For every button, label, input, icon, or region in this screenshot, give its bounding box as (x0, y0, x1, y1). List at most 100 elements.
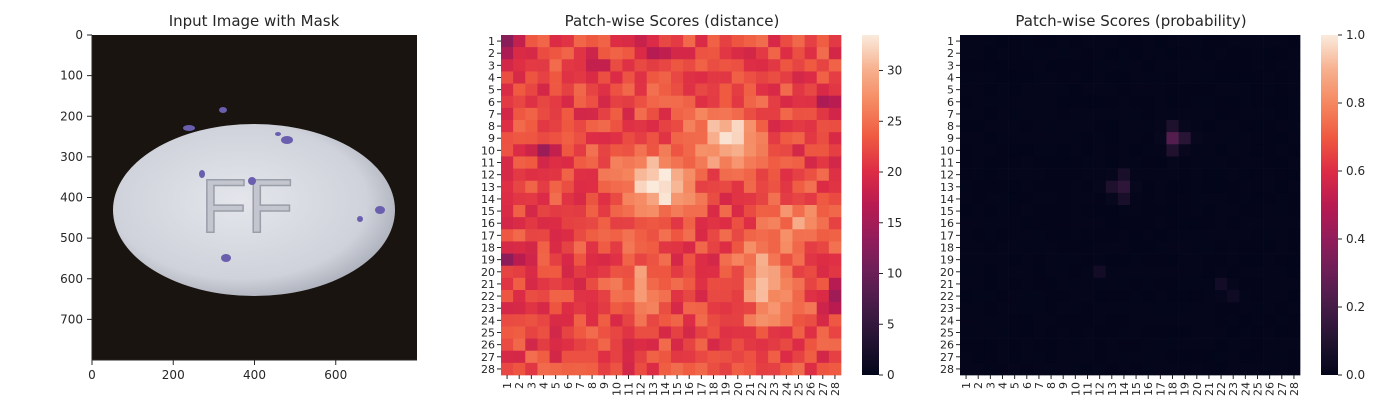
heatmap-cell (1069, 156, 1082, 169)
heatmap-cell (610, 107, 623, 121)
heatmap-cell (598, 95, 611, 109)
heatmap-cell (598, 180, 611, 194)
heatmap-cell (683, 120, 696, 133)
distance-heatmap: 1234567891011121314151617181920212223242… (481, 35, 842, 396)
heatmap-cell (1202, 47, 1216, 60)
heatmap-cell (634, 192, 648, 206)
heatmap-cell (573, 59, 587, 72)
probability-colorbar: 0.00.20.40.60.81.0 (1321, 28, 1365, 382)
heatmap-cell (671, 265, 684, 279)
tablet-embossed-text: FF (201, 164, 294, 249)
heatmap-cell (719, 302, 733, 315)
heatmap-cell (1178, 302, 1192, 315)
heatmap-cell (828, 265, 842, 279)
heatmap-cell (610, 241, 623, 254)
heatmap-cell (573, 338, 587, 352)
heatmap-cell (996, 350, 1009, 364)
heatmap-cell (586, 338, 599, 352)
heatmap-cell (731, 132, 745, 145)
row-label: 13 (481, 181, 495, 194)
heatmap-cell (1239, 290, 1252, 303)
heatmap-cell (1215, 290, 1228, 303)
tablet-specks (183, 107, 385, 262)
heatmap-cell (634, 277, 648, 291)
column-label: 21 (744, 382, 757, 396)
heatmap-cell (671, 217, 684, 230)
heatmap-cell (1178, 132, 1192, 145)
heatmap-cell (1287, 338, 1301, 352)
heatmap-cell (1275, 229, 1289, 242)
heatmap-cell (598, 120, 611, 133)
heatmap-cell (780, 156, 793, 169)
heatmap-cell (1130, 35, 1143, 48)
heatmap-cell (1105, 180, 1119, 194)
heatmap-cell (768, 59, 781, 72)
heatmap-cell (1178, 107, 1192, 121)
heatmap-cell (525, 107, 538, 121)
heatmap-cell (610, 180, 623, 194)
heatmap-cell (719, 265, 733, 279)
heatmap-cell (525, 95, 538, 109)
heatmap-cell (1215, 132, 1228, 145)
heatmap-cell (828, 144, 842, 157)
colorbar-tick-label: 0.8 (1346, 96, 1365, 110)
heatmap-cell (1251, 229, 1264, 242)
heatmap-cell (1190, 217, 1204, 230)
heatmap-cell (984, 265, 997, 279)
heatmap-cell (1239, 302, 1252, 315)
heatmap-cell (1287, 205, 1301, 218)
column-label: 8 (1045, 382, 1058, 389)
heatmap-cell (658, 302, 672, 315)
heatmap-cell (695, 35, 708, 48)
heatmap-cell (1032, 132, 1046, 145)
heatmap-cell (1069, 326, 1082, 339)
row-label: 8 (488, 120, 495, 133)
heatmap-cell (1105, 120, 1119, 133)
heatmap-cell (1020, 290, 1034, 303)
heatmap-cell (804, 265, 818, 279)
heatmap-cell (1275, 338, 1289, 352)
heatmap-cell (792, 362, 805, 376)
heatmap-cell (1008, 144, 1022, 157)
heatmap-cell (1166, 302, 1179, 315)
heatmap-cell (537, 302, 550, 315)
column-label: 11 (1082, 382, 1095, 396)
heatmap-cell (1105, 314, 1119, 327)
heatmap-cell (1154, 168, 1167, 182)
heatmap-cell (1166, 277, 1179, 291)
heatmap-cell (671, 168, 684, 182)
heatmap-cell (996, 144, 1009, 157)
heatmap-cell (1142, 265, 1155, 279)
heatmap-cell (792, 205, 805, 218)
heatmap-cell (1032, 168, 1046, 182)
heatmap-cell (1239, 144, 1252, 157)
heatmap-cell (501, 192, 514, 206)
heatmap-cell (1142, 229, 1155, 242)
heatmap-cell (537, 35, 550, 48)
row-label: 27 (940, 351, 954, 364)
heatmap-cell (828, 95, 842, 109)
heatmap-cell (828, 229, 842, 242)
heatmap-cell (743, 47, 757, 60)
heatmap-cell (634, 241, 648, 254)
heatmap-cell (1057, 241, 1070, 254)
heatmap-cell (646, 241, 660, 254)
heatmap-cell (1020, 192, 1034, 206)
heatmap-cell (695, 180, 708, 194)
x-tick-label: 200 (162, 368, 185, 382)
heatmap-cell (1142, 107, 1155, 121)
row-label: 16 (940, 217, 954, 230)
heatmap-cell (731, 120, 745, 133)
heatmap-cell (756, 132, 769, 145)
heatmap-cell (768, 302, 781, 315)
column-label: 20 (1191, 382, 1204, 396)
heatmap-cell (1239, 35, 1252, 48)
heatmap-cell (598, 338, 611, 352)
heatmap-cell (573, 205, 587, 218)
heatmap-cell (634, 180, 648, 194)
heatmap-cell (756, 253, 769, 267)
heatmap-cell (707, 71, 720, 84)
heatmap-cell (1020, 302, 1034, 315)
heatmap-cell (610, 205, 623, 218)
heatmap-cell (658, 265, 672, 279)
